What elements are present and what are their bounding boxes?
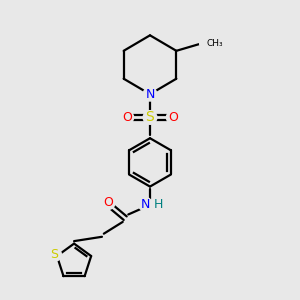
Text: CH₃: CH₃ [206,39,223,48]
Text: N: N [141,198,150,211]
Circle shape [101,196,115,209]
Text: N: N [145,88,155,101]
Circle shape [120,111,134,124]
Text: H: H [154,198,164,211]
Circle shape [139,197,152,211]
Text: O: O [122,111,132,124]
Circle shape [143,111,157,124]
Text: S: S [146,110,154,124]
Text: O: O [103,196,113,209]
Text: O: O [168,111,178,124]
Circle shape [143,87,157,101]
Circle shape [200,36,213,50]
Circle shape [152,197,166,211]
Text: S: S [50,248,59,261]
Circle shape [167,111,180,124]
Circle shape [48,248,61,261]
